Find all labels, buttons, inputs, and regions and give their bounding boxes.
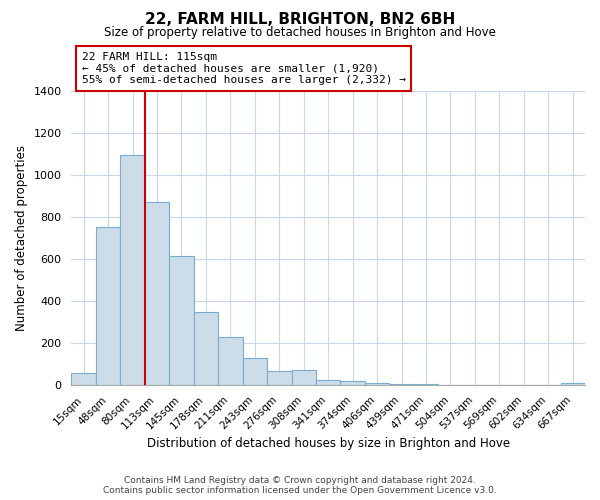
Y-axis label: Number of detached properties: Number of detached properties: [15, 145, 28, 331]
Text: 22 FARM HILL: 115sqm
← 45% of detached houses are smaller (1,920)
55% of semi-de: 22 FARM HILL: 115sqm ← 45% of detached h…: [82, 52, 406, 85]
Bar: [365, 383, 389, 385]
Bar: [194, 312, 218, 385]
Bar: [169, 256, 194, 385]
Bar: [242, 358, 267, 385]
Bar: [267, 371, 292, 385]
X-axis label: Distribution of detached houses by size in Brighton and Hove: Distribution of detached houses by size …: [146, 437, 510, 450]
Bar: [218, 337, 242, 385]
Bar: [121, 155, 145, 385]
Text: Contains HM Land Registry data © Crown copyright and database right 2024.
Contai: Contains HM Land Registry data © Crown c…: [103, 476, 497, 495]
Bar: [316, 380, 340, 385]
Bar: [96, 228, 121, 385]
Bar: [340, 381, 365, 385]
Bar: [71, 374, 96, 385]
Text: 22, FARM HILL, BRIGHTON, BN2 6BH: 22, FARM HILL, BRIGHTON, BN2 6BH: [145, 12, 455, 28]
Bar: [560, 383, 585, 385]
Text: Size of property relative to detached houses in Brighton and Hove: Size of property relative to detached ho…: [104, 26, 496, 39]
Bar: [292, 370, 316, 385]
Bar: [145, 202, 169, 385]
Bar: [389, 384, 414, 385]
